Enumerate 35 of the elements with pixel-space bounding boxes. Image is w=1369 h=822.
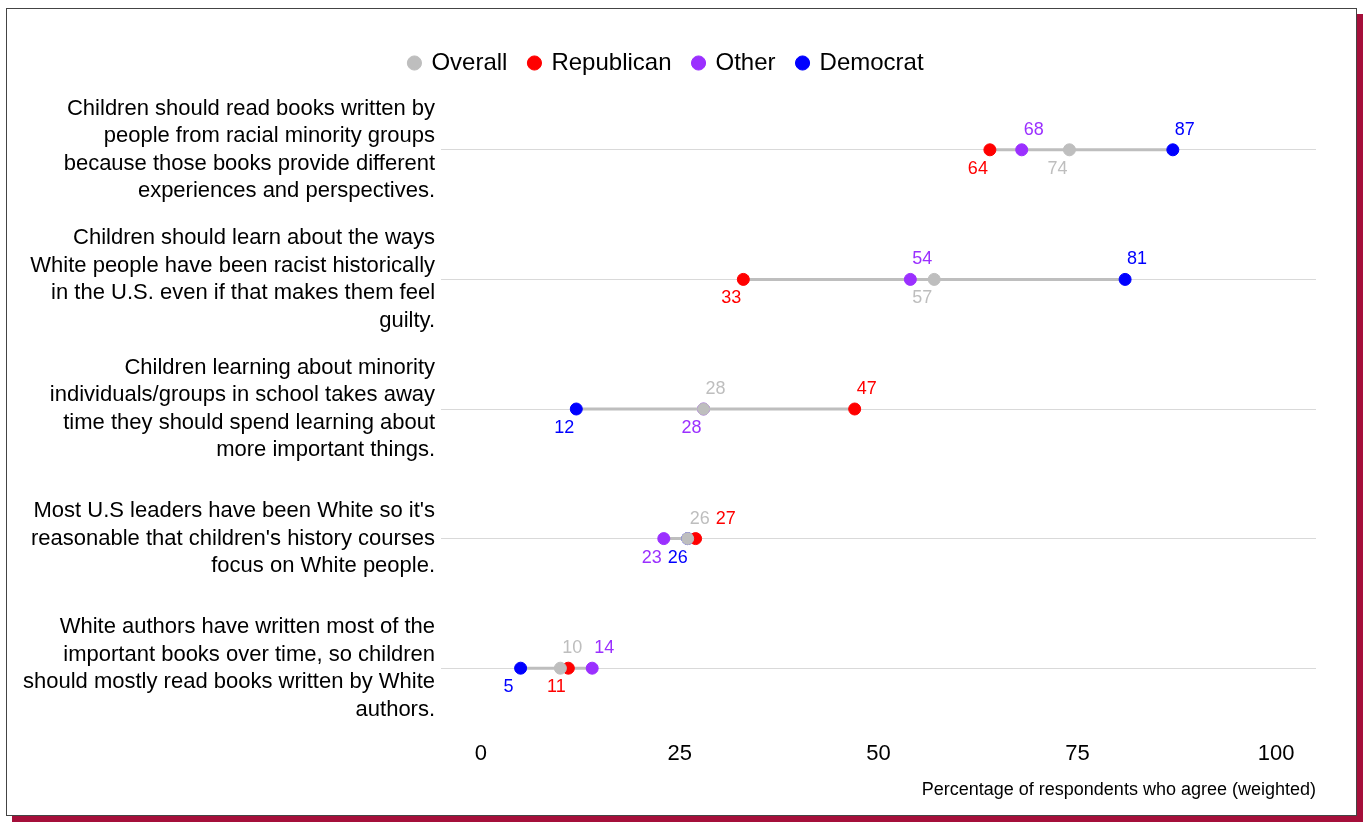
- data-label: 47: [856, 377, 877, 398]
- legend-label: Republican: [551, 47, 672, 75]
- x-tick-label: 25: [667, 740, 692, 766]
- data-label: 5: [503, 676, 514, 697]
- data-label: 26: [689, 507, 710, 528]
- x-axis-title: Percentage of respondents who agree (weighted): [921, 779, 1316, 800]
- data-label: 23: [641, 546, 662, 567]
- data-label: 74: [1047, 157, 1068, 178]
- data-label: 27: [715, 507, 736, 528]
- data-label: 57: [912, 287, 933, 308]
- data-label: 68: [1023, 118, 1044, 139]
- y-tick-label: Children learning about minority individuals/groups in school takes away time they should spend learning about more important things.: [49, 353, 436, 462]
- data-label: 26: [667, 546, 688, 567]
- legend-label: Other: [715, 47, 776, 75]
- data-label: 14: [594, 637, 615, 658]
- data-label: 64: [967, 157, 988, 178]
- data-label: 54: [912, 248, 933, 269]
- legend-label: Overall: [431, 47, 508, 75]
- data-label: 81: [1127, 248, 1148, 269]
- data-label: 87: [1174, 118, 1195, 139]
- x-tick-label: 75: [1065, 740, 1090, 766]
- x-tick-label: 100: [1257, 740, 1295, 766]
- y-tick-label: Children should read books written by people from racial minority groups because those books provide different experiences and perspectives.: [63, 94, 436, 203]
- data-label: 10: [562, 637, 583, 658]
- data-label: 28: [681, 416, 702, 437]
- y-tick-label: Children should learn about the ways White people have been racist historically in the U.S. even if that makes them feel guilty.: [30, 224, 436, 332]
- legend-label: Democrat: [819, 47, 924, 75]
- x-tick-label: 50: [866, 740, 891, 766]
- data-label: 28: [705, 377, 726, 398]
- x-tick-label: 0: [474, 740, 487, 766]
- data-label: 33: [721, 287, 742, 308]
- data-label: 12: [554, 416, 575, 437]
- y-tick-label: White authors have written most of the important books over time, so children should mostly read books written by White authors.: [22, 613, 436, 721]
- data-label: 11: [546, 676, 566, 697]
- y-tick-label: Most U.S leaders have been White so it's reasonable that children's history courses focus on White people.: [30, 497, 436, 578]
